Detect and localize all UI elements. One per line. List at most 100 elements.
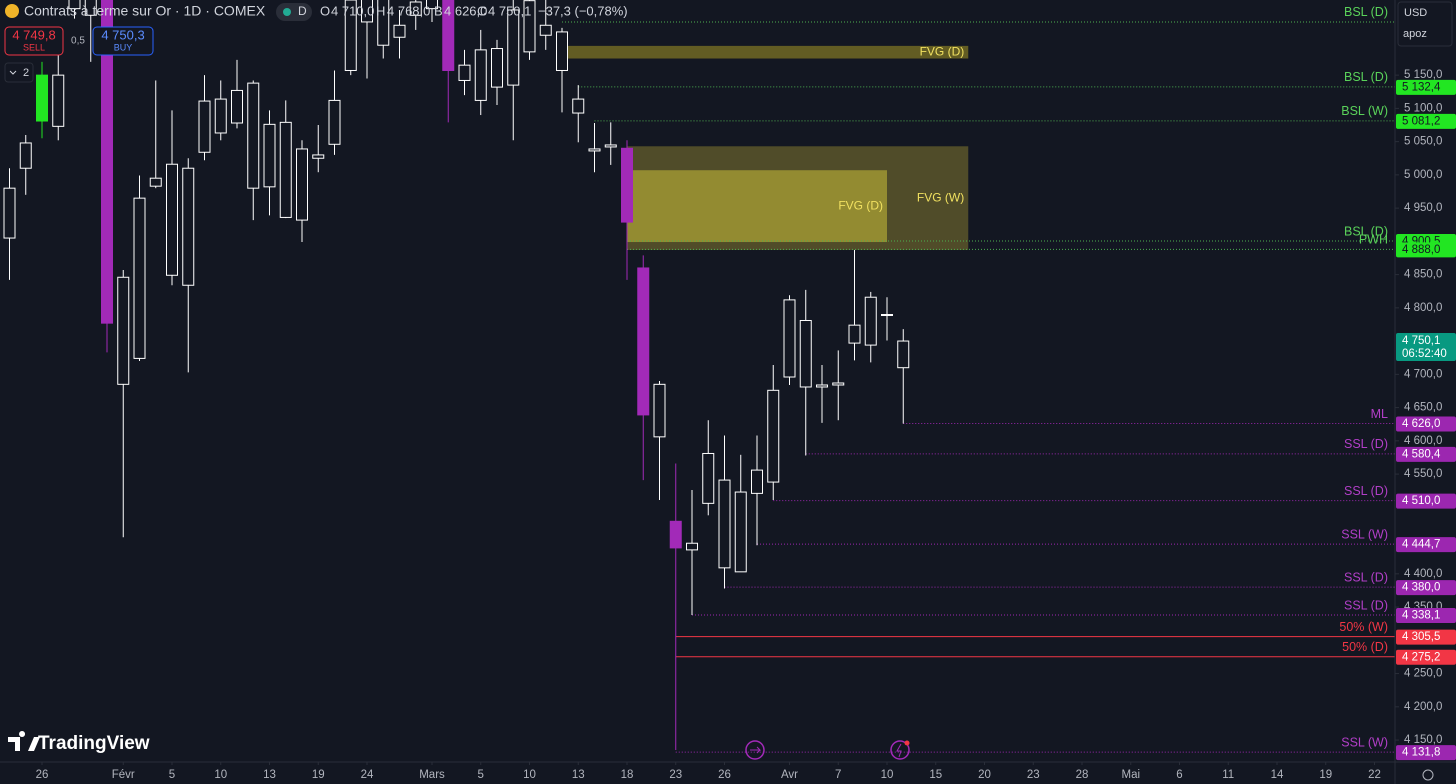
y-tick-label: 5 150,0 xyxy=(1404,69,1442,81)
event-arrow xyxy=(750,746,762,754)
y-tick-label: 4 550,0 xyxy=(1404,468,1442,480)
ohlc-value: 4 626,0 xyxy=(444,3,487,18)
candle-body xyxy=(458,64,471,81)
brand: TradingView xyxy=(8,731,150,754)
candle-body xyxy=(669,520,682,549)
level-badge-label: 4 626,0 xyxy=(1402,418,1440,430)
candle-body xyxy=(393,24,406,38)
candle-body xyxy=(474,49,487,101)
event-icon[interactable] xyxy=(745,740,765,760)
y-tick-label: 4 650,0 xyxy=(1404,402,1442,414)
x-tick-label: 24 xyxy=(361,769,374,781)
candle-body xyxy=(718,479,731,569)
candle-body xyxy=(101,0,113,324)
candle-body xyxy=(84,0,97,16)
header: Contrats à terme sur Or · 1D · COMEX D O… xyxy=(5,3,628,21)
level-badge-label: 5 081,2 xyxy=(1402,115,1440,127)
brand-logo xyxy=(8,731,40,751)
candle-body xyxy=(848,324,861,344)
level-badge-label: 4 888,0 xyxy=(1402,244,1440,256)
y-tick-label: 4 150,0 xyxy=(1404,734,1442,746)
level-name: SSL (W) xyxy=(1341,735,1388,749)
x-tick-label: 13 xyxy=(572,769,585,781)
x-tick-label: 19 xyxy=(312,769,325,781)
ohlc-label: O xyxy=(320,3,330,18)
candle-body xyxy=(556,31,568,71)
level-name: 50% (W) xyxy=(1339,620,1388,634)
x-tick-label: 11 xyxy=(1222,769,1234,781)
x-tick-label: Avr xyxy=(781,769,798,781)
candle-body xyxy=(361,0,373,23)
candle-body xyxy=(263,123,276,188)
settings-icon[interactable] xyxy=(1422,769,1434,781)
x-tick-label: Mai xyxy=(1121,769,1140,781)
y-tick-label: 4 250,0 xyxy=(1404,668,1442,680)
ohlc-value: 4 768,0 xyxy=(387,3,430,18)
sell-button[interactable] xyxy=(4,26,64,56)
x-tick-label: 22 xyxy=(1368,769,1381,781)
plot-area: FVG (D) FVG (W) FVG (D) BSL (D) BSL (D) BSL (… xyxy=(3,0,1395,753)
level-name: SSL (D) xyxy=(1344,598,1388,612)
level-badge-label: 4 275,2 xyxy=(1402,651,1440,663)
level-badge-label: 4 510,0 xyxy=(1402,495,1440,507)
candle-body xyxy=(751,469,763,494)
buy-button[interactable] xyxy=(92,26,154,56)
fvg-label: FVG (W) xyxy=(917,190,964,204)
candle-body xyxy=(149,177,162,187)
sell-label: SELL xyxy=(23,42,45,52)
chevron xyxy=(9,70,17,75)
candle-body xyxy=(377,0,390,46)
x-tick-label: 7 xyxy=(835,769,841,781)
ohlc-label: H xyxy=(376,3,385,18)
x-tick-label: Mars xyxy=(419,769,445,781)
candle-body xyxy=(653,383,666,438)
indicators-count: 2 xyxy=(23,67,29,79)
candle-body xyxy=(686,542,698,551)
x-tick-label: 23 xyxy=(669,769,682,781)
candle-body xyxy=(702,452,715,504)
level-badge-label: 4 338,1 xyxy=(1402,610,1440,622)
x-tick-label: 5 xyxy=(169,769,175,781)
fvg-label: FVG (D) xyxy=(920,44,965,58)
level-name: SSL (W) xyxy=(1341,527,1388,541)
level-name: SSL (D) xyxy=(1344,437,1388,451)
level-badge xyxy=(1396,446,1456,462)
event-icon[interactable] xyxy=(890,740,910,760)
candle-body xyxy=(133,197,146,359)
indicators-toggle[interactable] xyxy=(4,62,34,83)
x-tick-label: 10 xyxy=(881,769,894,781)
fvg-zone xyxy=(627,170,887,243)
candle-body xyxy=(214,98,227,134)
axes: 5 150,0 5 100,0 5 050,0 5 000,0 4 950,0 4 850… xyxy=(36,69,1456,781)
candle-body xyxy=(3,187,16,239)
candle-body xyxy=(19,142,32,169)
candle-body xyxy=(832,382,845,386)
candle-body xyxy=(312,154,325,159)
symbol-icon xyxy=(5,4,19,18)
level-name: BSL (D) xyxy=(1344,70,1388,84)
candle-body xyxy=(166,163,178,276)
x-tick-label: 5 xyxy=(478,769,484,781)
ohlc-change: −37,3 (−0,78%) xyxy=(538,3,628,18)
x-tick-label: 26 xyxy=(718,769,731,781)
candle-body xyxy=(783,299,796,378)
x-tick-label: 10 xyxy=(523,769,536,781)
candle-body xyxy=(507,9,520,86)
level-badge-label: 4 305,5 xyxy=(1402,631,1440,643)
candle-body xyxy=(881,314,893,317)
level-badge xyxy=(1396,629,1456,645)
level-badge xyxy=(1396,493,1456,509)
brand-name: TradingView xyxy=(38,733,150,754)
y-tick-label: 5 000,0 xyxy=(1404,169,1442,181)
currency-box[interactable] xyxy=(1397,1,1453,47)
candle-body xyxy=(637,267,650,416)
level-name: BSL (D) xyxy=(1344,5,1388,19)
x-tick-label: 10 xyxy=(214,769,227,781)
x-tick-label: 28 xyxy=(1076,769,1089,781)
user: apoz xyxy=(1403,28,1427,40)
level-badge xyxy=(1396,242,1456,258)
y-tick-label: 4 850,0 xyxy=(1404,269,1442,281)
level-name: BSL (D) xyxy=(1344,224,1388,238)
candle-body xyxy=(523,0,536,53)
